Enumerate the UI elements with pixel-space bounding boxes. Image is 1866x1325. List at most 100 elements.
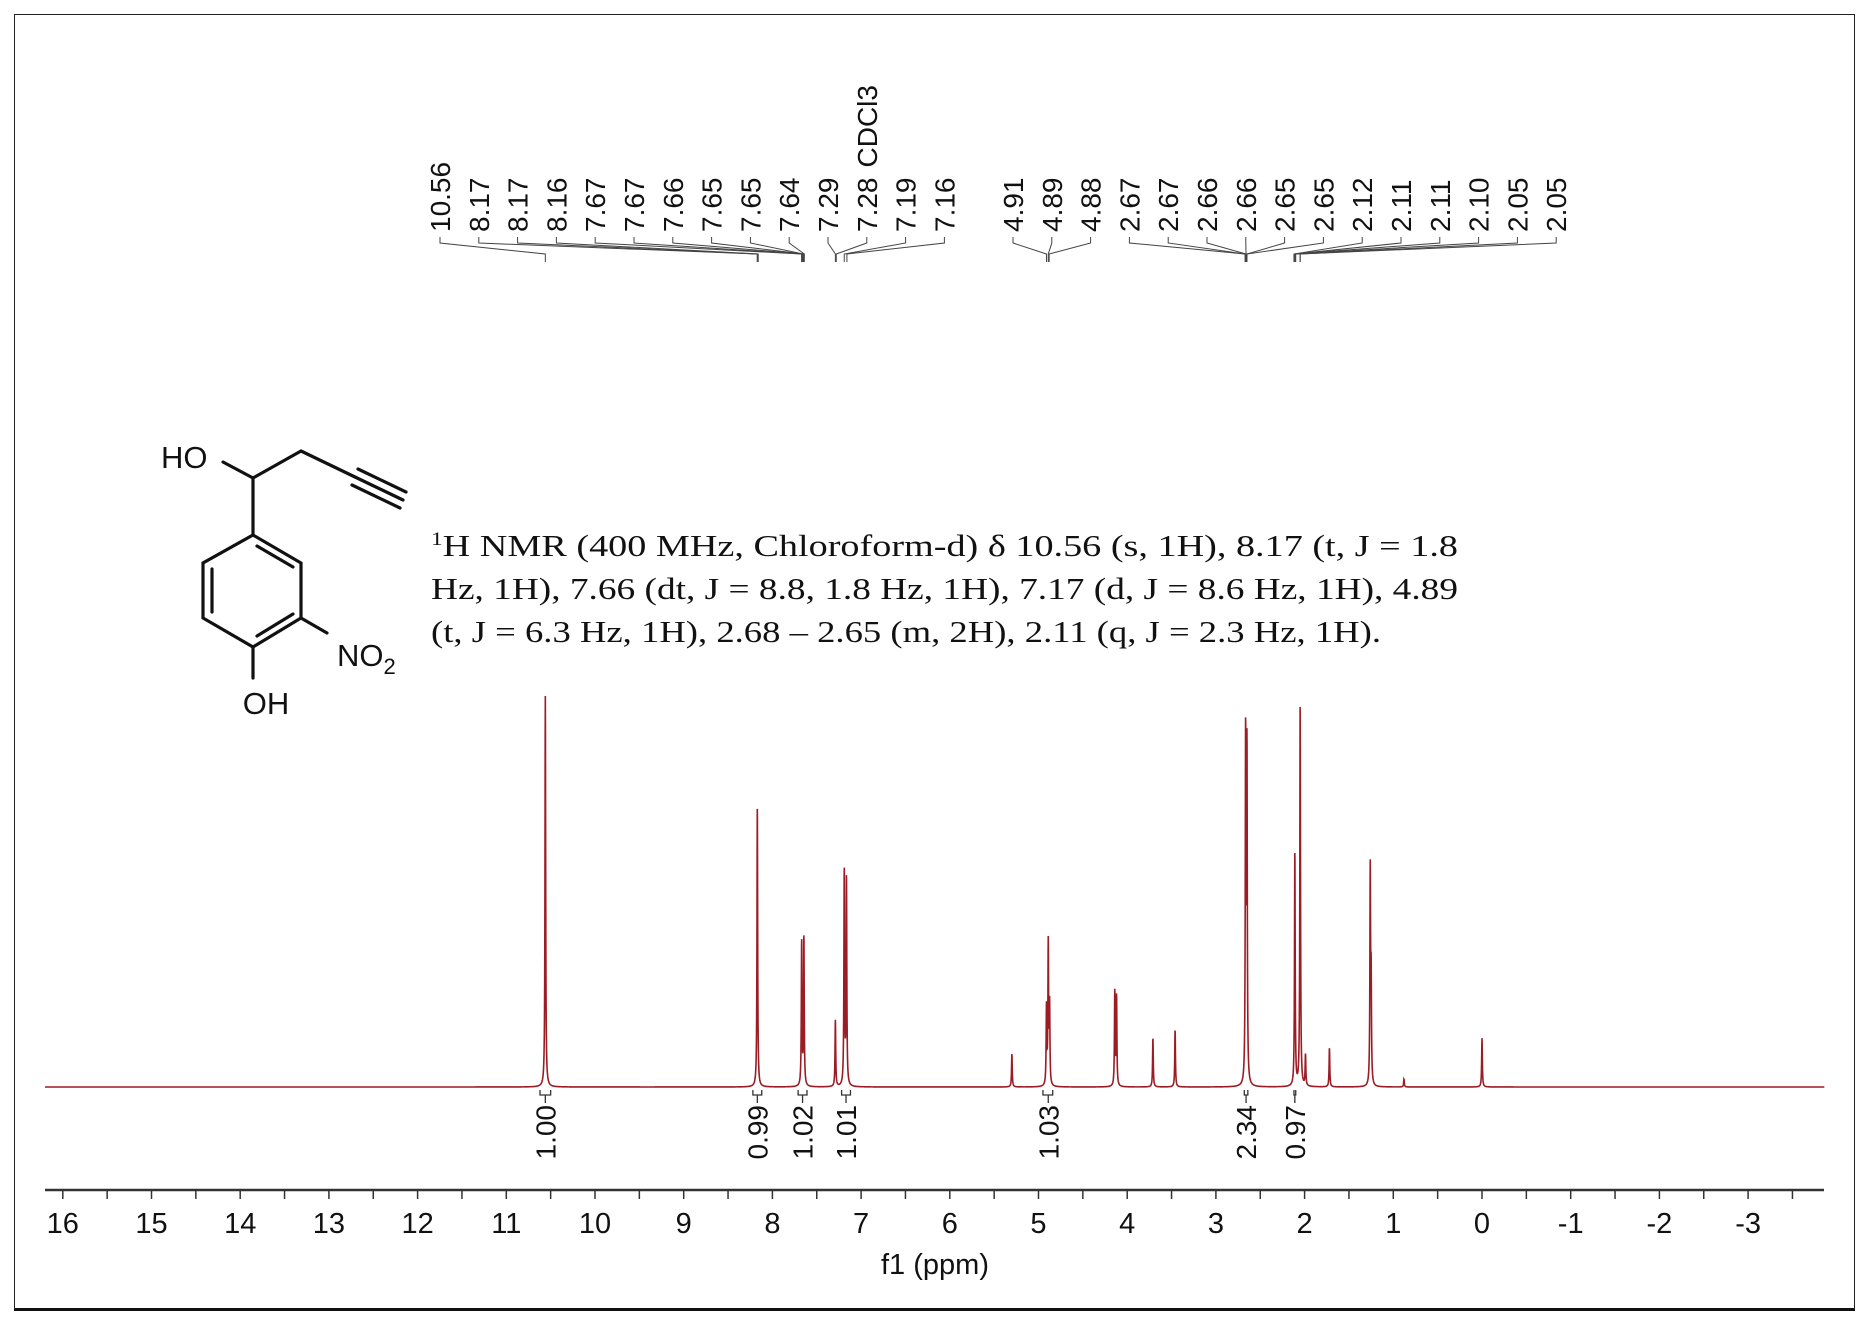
peak-shift-label: 2.67	[1114, 178, 1145, 233]
integral-bracket	[752, 1090, 763, 1096]
peak-shift-label: 7.67	[619, 178, 650, 233]
x-tick-label: 1	[1385, 1208, 1401, 1240]
peak-shift-label: 7.29	[813, 178, 844, 233]
peak-shift-label: 2.05	[1541, 178, 1572, 233]
peak-shift-label: 10.56	[425, 162, 456, 232]
nitro-label: NO2	[337, 638, 396, 679]
peak-labels: 10.56 8.17 8.17 8.16 7.67 7.67 7.66 7.65 7.65 7.6…	[425, 85, 1572, 262]
x-tick-label: 8	[764, 1208, 780, 1240]
spectrum	[45, 695, 1825, 1088]
peak-label-connector	[1295, 237, 1480, 262]
integral-bracket	[797, 1090, 808, 1096]
peak-shift-label: 7.64	[774, 178, 805, 233]
peak-label-connector	[1294, 237, 1441, 262]
peak-label-connector	[1048, 237, 1092, 262]
solvent-label: CDCl3	[852, 85, 883, 167]
hydroxyl-label-bottom: OH	[243, 686, 290, 721]
integral-bracket	[539, 1090, 552, 1096]
x-tick-label: 0	[1474, 1208, 1490, 1240]
peak-shift-label: 7.65	[697, 178, 728, 233]
peak-shift-label: 7.19	[891, 178, 922, 233]
peak-shift-label: 4.91	[998, 178, 1029, 233]
peak-label-connector	[1246, 237, 1324, 262]
integral-value-label: 0.97	[1280, 1105, 1311, 1160]
integral-value-label: 0.99	[742, 1105, 773, 1160]
peak-label-connector	[1299, 237, 1557, 262]
peak-shift-label: 8.17	[464, 178, 495, 233]
peak-label-connector	[1047, 237, 1053, 262]
description-line-1: H NMR (400 MHz, Chloroform-d) δ 10.56 (s…	[443, 528, 1458, 563]
integral-value-label: 1.03	[1033, 1105, 1064, 1160]
peak-label-connector	[749, 237, 804, 262]
peak-shift-label: 2.05	[1502, 178, 1533, 233]
peak-label-connector	[827, 237, 836, 262]
hydroxyl-label-top: HO	[161, 440, 208, 475]
peak-shift-label: 4.88	[1076, 178, 1107, 233]
integral-value-label: 1.00	[530, 1105, 561, 1160]
peak-shift-label: 7.16	[929, 178, 960, 233]
x-tick-label: -1	[1558, 1208, 1584, 1240]
peak-label-connector	[788, 237, 805, 262]
description-line-3: (t, J = 6.3 Hz, 1H), 2.68 – 2.65 (m, 2H)…	[431, 614, 1381, 649]
x-tick-label: 3	[1208, 1208, 1224, 1240]
peak-label-connector	[517, 237, 758, 262]
integral-bracket	[1243, 1090, 1249, 1096]
x-tick-label: 15	[135, 1208, 167, 1240]
x-axis: 16 15 14 13 12 11 10 9 8 7 6 5 4 3 2 1 0 -1 -2 -3	[45, 1188, 1824, 1240]
peak-shift-label: 2.66	[1192, 178, 1223, 233]
x-tick-label: 5	[1030, 1208, 1046, 1240]
x-tick-label: 14	[224, 1208, 256, 1240]
spectrum-trace	[45, 695, 1825, 1088]
x-tick-label: 9	[676, 1208, 692, 1240]
peak-shift-label: 4.89	[1037, 178, 1068, 233]
peak-label-connector	[1293, 237, 1363, 262]
peak-shift-label: 7.66	[658, 178, 689, 233]
x-tick-label: 13	[313, 1208, 345, 1240]
x-tick-label: 12	[401, 1208, 433, 1240]
chemical-structure	[201, 449, 408, 680]
x-tick-label: 11	[491, 1208, 521, 1240]
peak-shift-label: 8.16	[541, 178, 572, 233]
peak-shift-label: 2.66	[1231, 178, 1262, 233]
peak-label-connector	[835, 237, 868, 262]
x-tick-label: 7	[853, 1208, 869, 1240]
x-tick-label: 2	[1297, 1208, 1313, 1240]
integral-value-label: 1.02	[788, 1105, 819, 1160]
peak-label-connector	[594, 237, 803, 262]
peak-shift-label: 2.67	[1153, 178, 1184, 233]
x-axis-label: f1 (ppm)	[881, 1249, 989, 1281]
x-tick-label: -2	[1647, 1208, 1673, 1240]
peak-label-connector	[1128, 237, 1246, 262]
peak-label-connector	[1012, 237, 1047, 262]
peak-label-connector	[439, 237, 546, 262]
peak-shift-label: 2.10	[1464, 178, 1495, 233]
integral-value-label: 1.01	[831, 1105, 862, 1160]
description-line-2: Hz, 1H), 7.66 (dt, J = 8.8, 1.8 Hz, 1H),…	[431, 571, 1458, 606]
peak-shift-label: 7.65	[735, 178, 766, 233]
peak-label-connector	[633, 237, 803, 262]
peak-label-connector	[843, 237, 907, 262]
integral-bracket	[1042, 1090, 1054, 1096]
x-tick-label: 16	[47, 1208, 79, 1240]
x-tick-label: 10	[579, 1208, 611, 1240]
peak-label-connector	[672, 237, 804, 262]
integral-value-label: 2.34	[1231, 1105, 1262, 1160]
peak-shift-label: 2.11	[1386, 180, 1417, 232]
peak-shift-label: 8.17	[503, 178, 534, 233]
peak-shift-label: 2.12	[1347, 178, 1378, 233]
superscript-one: 1	[431, 529, 443, 550]
peak-shift-label: 7.28CDCl3	[852, 85, 883, 232]
x-tick-label: 6	[942, 1208, 958, 1240]
peak-shift-label: 2.65	[1270, 178, 1301, 233]
peak-label-connector	[555, 237, 759, 262]
integral-bracket	[840, 1090, 852, 1096]
integral-bracket	[1293, 1090, 1297, 1096]
peak-label-connector	[846, 237, 945, 262]
peak-label-connector	[1167, 237, 1246, 262]
integrals: 1.00 0.99 1.02 1.01 1.03 2.34 0.97	[530, 1090, 1311, 1160]
svg-text:1H NMR (400 MHz, Chloroform-d): 1H NMR (400 MHz, Chloroform-d) δ 10.56 (…	[431, 528, 1458, 563]
peak-shift-label: 7.67	[580, 178, 611, 233]
figure-frame	[14, 14, 1855, 1311]
x-tick-label: -3	[1735, 1208, 1761, 1240]
